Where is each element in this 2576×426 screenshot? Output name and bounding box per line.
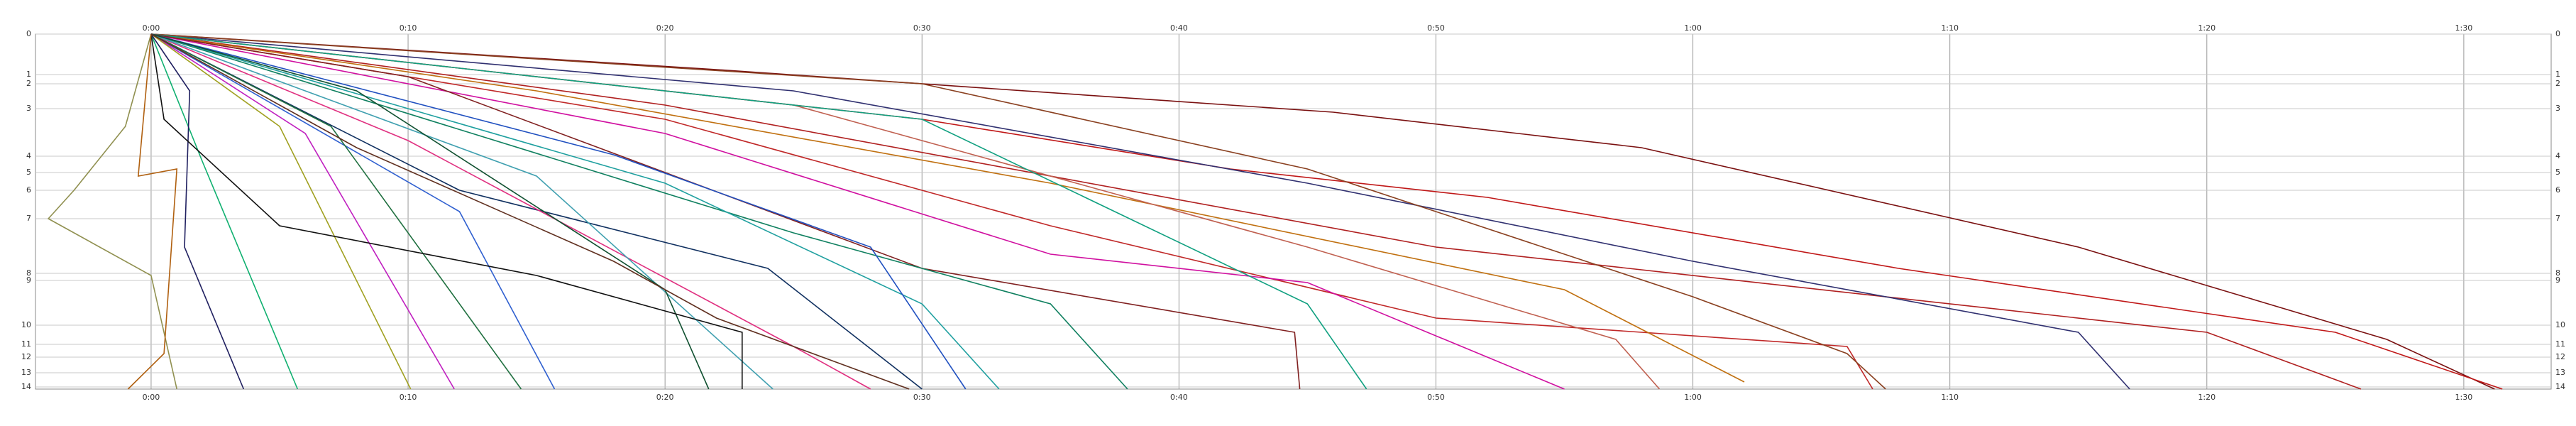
y-tick-label: 4 [26, 151, 31, 160]
route-line [150, 33, 455, 390]
route-line [150, 33, 1367, 390]
y-tick-label: 6 [2555, 185, 2560, 195]
y-tick-label: 11 [21, 339, 31, 349]
y-tick-label: 8 [2555, 268, 2560, 278]
route-line [127, 33, 178, 390]
route-line [150, 33, 1745, 383]
route-line [150, 33, 967, 390]
x-tick-label: 1:30 [2455, 393, 2473, 402]
x-tick-label: 0:40 [1170, 393, 1188, 402]
x-tick-label: 0:50 [1427, 23, 1445, 33]
x-tick-label: 1:20 [2198, 393, 2216, 402]
y-tick-label: 3 [26, 104, 31, 113]
route-line [150, 33, 1128, 390]
y-tick-label: 9 [2555, 275, 2560, 285]
y-tick-label: 14 [21, 382, 31, 391]
x-tick-label: 0:30 [913, 393, 931, 402]
x-tick-label: 0:00 [143, 23, 160, 33]
y-tick-label: 10 [2555, 320, 2565, 329]
x-tick-label: 0:10 [400, 23, 417, 33]
y-tick-label: 12 [2555, 352, 2565, 361]
route-line [150, 33, 299, 390]
y-tick-label: 3 [2555, 104, 2560, 113]
route-line [150, 33, 522, 390]
x-tick-label: 0:00 [143, 393, 160, 402]
route-line [150, 33, 743, 389]
x-tick-label: 0:40 [1170, 23, 1188, 33]
x-tick-label: 0:20 [656, 393, 674, 402]
y-tick-label: 1 [2555, 70, 2560, 79]
route-line [47, 33, 177, 390]
x-tick-label: 1:30 [2455, 23, 2473, 33]
y-tick-label: 2 [26, 79, 31, 88]
plot-frame [35, 33, 2552, 390]
y-tick-label: 5 [26, 168, 31, 177]
y-tick-label: 9 [26, 275, 31, 285]
y-tick-label: 4 [2555, 151, 2560, 160]
route-line [150, 33, 923, 390]
route-line [150, 33, 1886, 390]
y-tick-label: 13 [2555, 368, 2565, 377]
y-tick-label: 5 [2555, 168, 2560, 177]
route-line [150, 33, 2130, 390]
route-line [150, 33, 1000, 390]
y-tick-label: 12 [21, 352, 31, 361]
y-tick-label: 13 [21, 368, 31, 377]
route-line [150, 33, 910, 390]
x-tick-label: 1:00 [1684, 23, 1702, 33]
route-line [150, 33, 1873, 390]
y-tick-label: 14 [2555, 382, 2565, 391]
y-tick-label: 0 [2555, 29, 2560, 38]
route-line [150, 33, 1661, 390]
y-tick-label: 10 [21, 320, 31, 329]
y-tick-label: 6 [26, 185, 31, 195]
y-tick-label: 0 [26, 29, 31, 38]
x-tick-label: 0:30 [913, 23, 931, 33]
x-tick-label: 0:20 [656, 23, 674, 33]
route-line [150, 33, 2495, 390]
route-line [150, 33, 245, 390]
route-line [150, 33, 2503, 390]
route-line [150, 33, 2362, 390]
route-line [150, 33, 1565, 390]
x-tick-label: 0:10 [400, 393, 417, 402]
y-tick-label: 1 [26, 70, 31, 79]
y-tick-label: 7 [2555, 214, 2560, 223]
route-line [150, 33, 710, 390]
x-tick-label: 1:00 [1684, 393, 1702, 402]
route-line [150, 33, 774, 390]
x-tick-label: 1:10 [1941, 393, 1959, 402]
y-tick-label: 11 [2555, 339, 2565, 349]
route-line [150, 33, 556, 390]
y-tick-label: 2 [2555, 79, 2560, 88]
x-tick-label: 1:20 [2198, 23, 2216, 33]
y-tick-label: 7 [26, 214, 31, 223]
y-tick-label: 8 [26, 268, 31, 278]
x-tick-label: 0:50 [1427, 393, 1445, 402]
route-line [150, 33, 412, 390]
x-tick-label: 1:10 [1941, 23, 1959, 33]
route-line [150, 33, 871, 390]
